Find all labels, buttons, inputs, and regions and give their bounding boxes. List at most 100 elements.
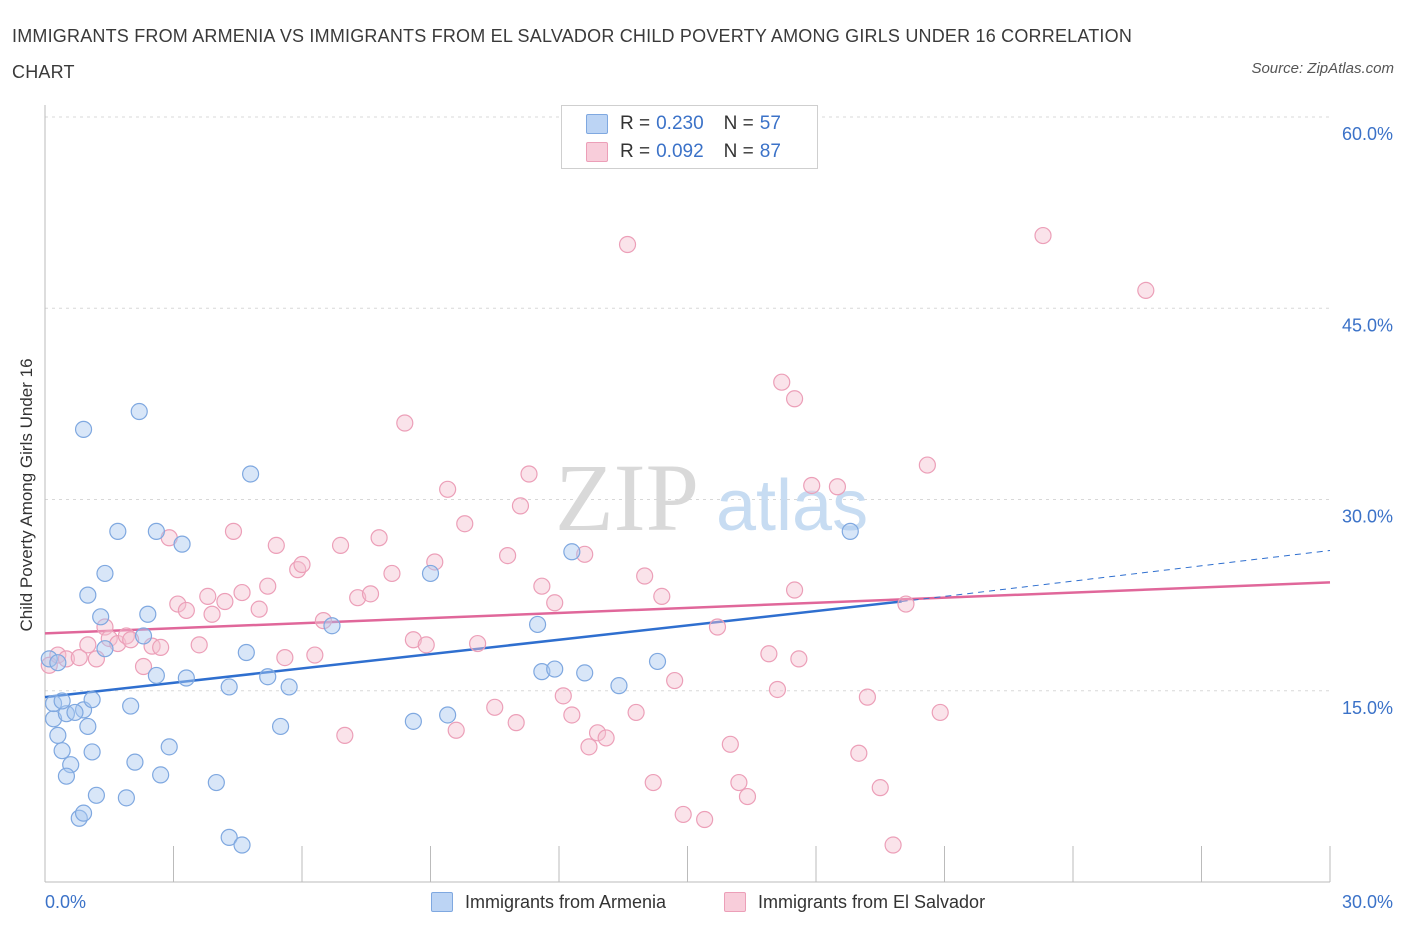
point-elsalvador bbox=[100, 629, 118, 648]
bottom-legend-armenia: Immigrants from Armenia bbox=[431, 889, 666, 915]
point-elsalvador bbox=[850, 744, 868, 762]
point-armenia bbox=[96, 640, 114, 658]
point-armenia bbox=[130, 402, 148, 421]
point-elsalvador bbox=[152, 638, 170, 657]
point-elsalvador bbox=[79, 636, 97, 654]
trend-line-armenia bbox=[44, 600, 902, 699]
point-elsalvador bbox=[1034, 226, 1052, 245]
point-elsalvador bbox=[773, 373, 791, 391]
point-armenia bbox=[404, 712, 422, 730]
point-elsalvador bbox=[199, 587, 217, 606]
legend-n-value-elsalvador: 87 bbox=[759, 141, 781, 162]
point-armenia bbox=[546, 660, 564, 678]
point-armenia bbox=[49, 654, 67, 672]
bottom-legend-label-armenia: Immigrants from Armenia bbox=[465, 891, 667, 912]
data-points bbox=[40, 226, 1155, 854]
point-elsalvador bbox=[738, 787, 757, 806]
point-elsalvador bbox=[533, 577, 551, 595]
legend-swatch-armenia bbox=[586, 114, 608, 134]
point-armenia bbox=[233, 836, 251, 854]
legend-n-label: N = bbox=[723, 113, 754, 134]
y-tick-label: 60.0% bbox=[1342, 124, 1393, 144]
y-tick-label: 15.0% bbox=[1342, 698, 1393, 718]
source-label: Source: ZipAtlas.com bbox=[1251, 60, 1394, 77]
point-elsalvador bbox=[721, 735, 739, 753]
point-armenia bbox=[79, 717, 97, 736]
point-elsalvador bbox=[224, 522, 243, 540]
point-elsalvador bbox=[417, 636, 435, 654]
point-armenia bbox=[421, 564, 440, 583]
bottom-legend-elsalvador: Immigrants from El Salvador bbox=[724, 889, 985, 915]
point-elsalvador bbox=[520, 465, 538, 483]
axes bbox=[44, 105, 1331, 883]
bottom-legend-label-elsalvador: Immigrants from El Salvador bbox=[758, 891, 986, 912]
point-armenia bbox=[533, 663, 551, 681]
watermark-zip: ZIP bbox=[555, 444, 699, 551]
point-elsalvador bbox=[447, 721, 465, 739]
point-elsalvador bbox=[511, 497, 530, 515]
point-elsalvador bbox=[439, 480, 457, 498]
point-armenia bbox=[160, 738, 178, 756]
trend-lines bbox=[44, 550, 1331, 699]
point-elsalvador bbox=[276, 648, 294, 667]
point-armenia bbox=[563, 543, 581, 561]
point-elsalvador bbox=[383, 564, 401, 583]
point-armenia bbox=[126, 753, 144, 771]
point-armenia bbox=[152, 766, 170, 784]
point-armenia bbox=[139, 605, 157, 623]
point-elsalvador bbox=[203, 605, 221, 623]
point-armenia bbox=[271, 717, 290, 736]
point-armenia bbox=[79, 586, 97, 604]
point-elsalvador bbox=[618, 235, 637, 254]
point-elsalvador bbox=[177, 601, 195, 620]
point-armenia bbox=[83, 743, 101, 761]
legend-r-label: R = bbox=[620, 113, 651, 134]
legend-row-elsalvador: R = 0.092 N = 87 bbox=[586, 138, 781, 166]
point-elsalvador bbox=[336, 726, 354, 744]
legend-swatch-elsalvador bbox=[586, 142, 608, 162]
point-elsalvador bbox=[580, 738, 598, 756]
legend-r-value-elsalvador: 0.092 bbox=[656, 141, 704, 162]
point-armenia bbox=[83, 691, 101, 709]
point-elsalvador bbox=[122, 631, 140, 649]
point-armenia bbox=[220, 828, 238, 846]
point-armenia bbox=[92, 608, 110, 626]
point-elsalvador bbox=[331, 536, 350, 555]
point-elsalvador bbox=[396, 414, 414, 432]
point-armenia bbox=[74, 420, 93, 438]
point-elsalvador bbox=[259, 577, 277, 595]
point-armenia bbox=[528, 615, 547, 634]
point-elsalvador bbox=[828, 478, 847, 496]
point-elsalvador bbox=[404, 631, 422, 649]
point-elsalvador bbox=[790, 650, 808, 668]
point-elsalvador bbox=[803, 476, 821, 495]
point-elsalvador bbox=[486, 698, 504, 716]
point-elsalvador bbox=[306, 646, 324, 664]
trend-line-armenia-extension bbox=[901, 550, 1331, 602]
point-elsalvador bbox=[576, 545, 594, 563]
point-elsalvador bbox=[169, 595, 187, 613]
point-elsalvador bbox=[785, 390, 804, 408]
y-tick-label: 45.0% bbox=[1342, 315, 1393, 335]
point-elsalvador bbox=[57, 650, 76, 668]
point-armenia bbox=[576, 664, 594, 682]
point-armenia bbox=[259, 668, 277, 686]
point-armenia bbox=[57, 705, 76, 723]
point-armenia bbox=[173, 535, 191, 553]
point-elsalvador bbox=[674, 805, 692, 824]
bottom-legend-swatch-elsalvador bbox=[724, 892, 746, 912]
point-elsalvador bbox=[785, 581, 804, 599]
point-elsalvador bbox=[499, 546, 517, 565]
legend-r-label: R = bbox=[620, 141, 651, 162]
point-armenia bbox=[53, 742, 71, 760]
point-elsalvador bbox=[666, 671, 684, 690]
point-armenia bbox=[49, 726, 67, 744]
point-armenia bbox=[96, 564, 114, 583]
bottom-legend-swatch-armenia bbox=[431, 892, 453, 912]
point-elsalvador bbox=[190, 636, 208, 654]
y-tick-label: 30.0% bbox=[1342, 507, 1393, 527]
point-elsalvador bbox=[563, 706, 581, 724]
point-elsalvador bbox=[134, 657, 153, 676]
point-elsalvador bbox=[627, 703, 645, 722]
point-armenia bbox=[122, 697, 140, 715]
